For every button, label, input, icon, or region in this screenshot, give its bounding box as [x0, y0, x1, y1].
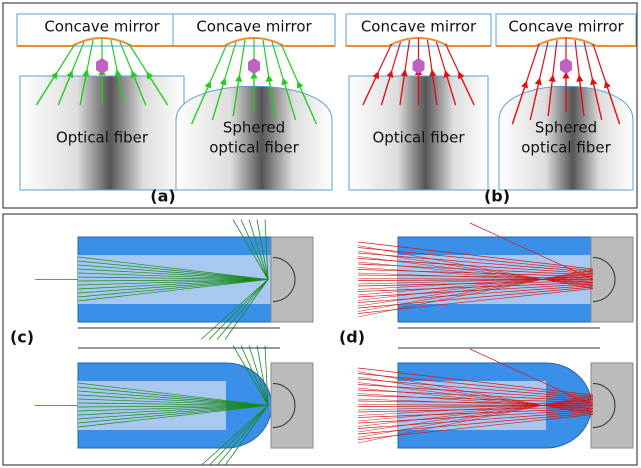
- source: [248, 58, 260, 74]
- source: [413, 58, 425, 74]
- fiber-label: Optical fiber: [372, 129, 465, 147]
- mirror: [591, 363, 633, 448]
- fiber-core: [78, 381, 226, 430]
- figure: Concave mirror Optical fiber Concave mirro…: [0, 0, 641, 468]
- mirror-label: Concave mirror: [44, 18, 160, 36]
- fiber-label: Sphered: [223, 119, 285, 137]
- bottom-panels: [35, 220, 633, 466]
- fiber-label: optical fiber: [521, 139, 611, 157]
- fiber-label: Sphered: [535, 119, 597, 137]
- mirror: [271, 363, 313, 448]
- top-panels: Concave mirror Optical fiber Concave mirro…: [17, 14, 636, 190]
- fiber-label: optical fiber: [209, 139, 299, 157]
- mirror-label: Concave mirror: [196, 18, 312, 36]
- panel-label: (c): [10, 328, 34, 347]
- panel-label: (d): [339, 328, 365, 347]
- mirror-label: Concave mirror: [361, 18, 477, 36]
- mirror-label: Concave mirror: [508, 18, 624, 36]
- panel-label: (b): [484, 187, 510, 206]
- mirror: [591, 237, 633, 322]
- panel-label: (a): [150, 187, 175, 206]
- mirror: [271, 237, 313, 322]
- source: [560, 58, 572, 74]
- fiber-label: Optical fiber: [56, 129, 149, 147]
- source: [96, 58, 108, 74]
